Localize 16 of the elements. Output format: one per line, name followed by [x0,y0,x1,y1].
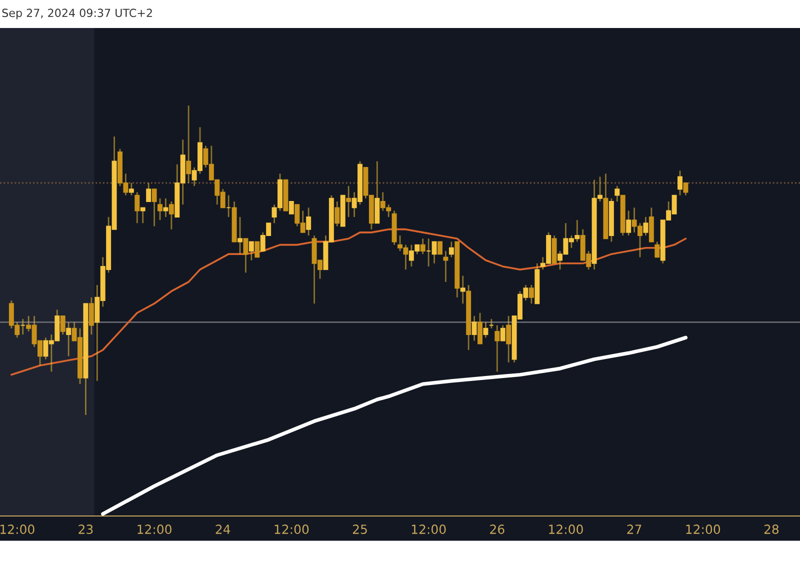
x-tick-label: 25 [352,524,367,534]
x-tick-label: 27 [627,524,642,534]
x-tick-label: 12:00 [686,524,720,534]
x-tick-label: 24 [216,524,230,534]
candlestick [288,201,294,214]
x-tick-label: 12:00 [274,524,309,534]
x-tick-label: 12:00 [0,524,34,534]
x-tick-label: 23 [78,524,93,534]
x-tick-label: 12:00 [412,524,446,534]
x-tick-label: 26 [490,524,504,534]
candlestick [254,241,260,258]
x-tick-label: 12:00 [138,524,172,534]
text: Sep 27, 2024 09:37 UTC+2 [2,8,152,20]
x-tick-label: 12:00 [549,524,583,534]
x-tick-label: 28 [764,524,779,534]
candlestick [438,241,442,255]
